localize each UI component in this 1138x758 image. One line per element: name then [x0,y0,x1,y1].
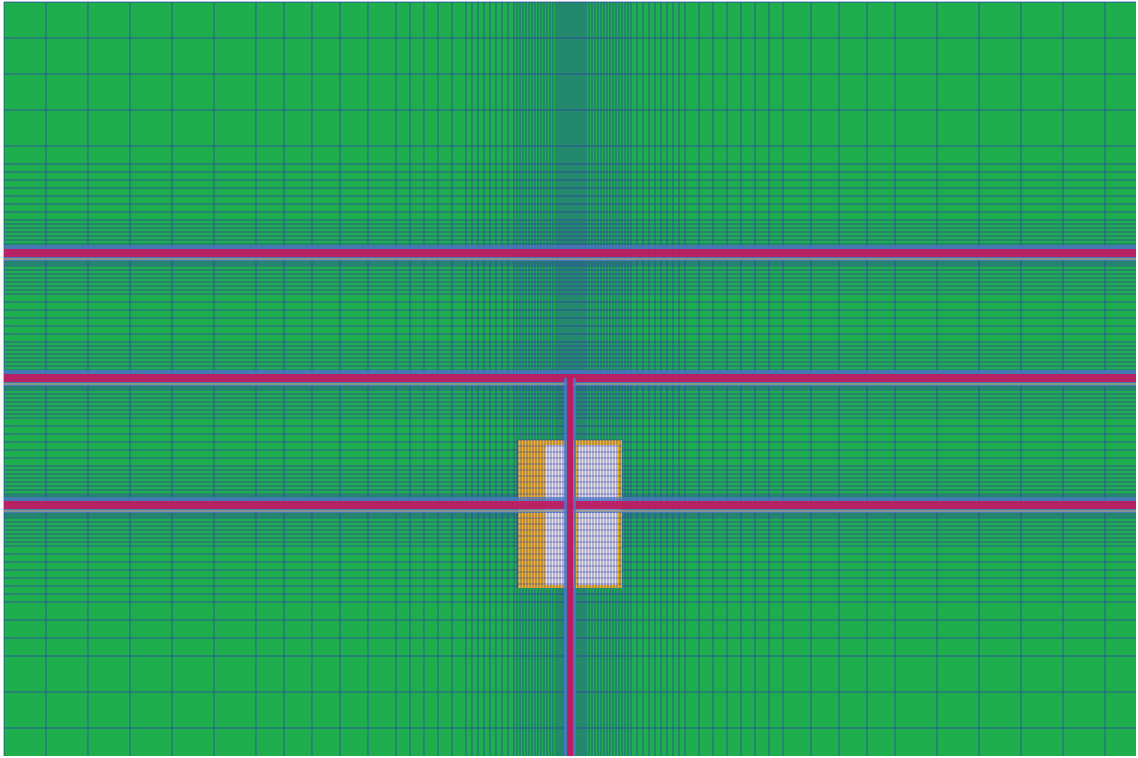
contact-block-light-right [578,445,618,585]
column-core [567,378,573,756]
refinement-column [564,378,576,756]
band-core [4,249,1136,257]
